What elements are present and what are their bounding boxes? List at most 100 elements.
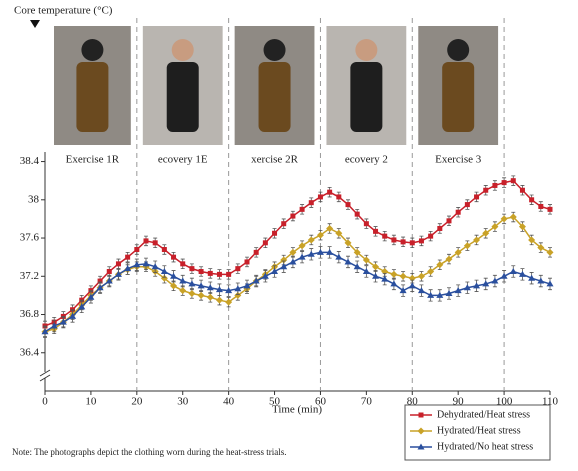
legend-label: Hydrated/Heat stress: [437, 425, 521, 436]
series-line: [44, 179, 551, 327]
point: [436, 291, 444, 298]
point: [87, 293, 95, 300]
point: [143, 238, 149, 244]
point: [252, 277, 260, 284]
point: [509, 268, 517, 274]
point: [382, 233, 388, 239]
point: [197, 282, 205, 289]
y-tick-label: 36.8: [20, 308, 40, 320]
phase-label: Exercise 1R: [66, 154, 120, 166]
point: [105, 277, 113, 284]
x-tick-label: 110: [542, 396, 559, 408]
point: [290, 213, 296, 219]
point: [390, 270, 398, 278]
point: [180, 261, 186, 267]
point: [391, 237, 397, 243]
point: [482, 229, 490, 237]
point: [445, 255, 453, 263]
point: [446, 218, 452, 224]
point: [335, 229, 343, 237]
x-axis-label: Time (min): [272, 404, 322, 416]
point: [491, 223, 499, 231]
point: [69, 312, 77, 319]
point: [280, 256, 288, 264]
point: [546, 248, 554, 256]
x-tick-label: 60: [315, 396, 327, 408]
legend-marker: [417, 427, 425, 435]
point: [455, 209, 461, 215]
photo-head: [263, 39, 286, 61]
legend-label: Hydrated/No heat stress: [437, 441, 533, 452]
point: [272, 230, 278, 236]
point: [547, 206, 553, 212]
photos: [54, 26, 499, 145]
point: [115, 261, 121, 267]
point: [161, 247, 167, 253]
point: [307, 236, 315, 244]
point: [125, 254, 131, 260]
point: [317, 194, 323, 200]
point: [271, 268, 279, 274]
x-tick-label: 30: [177, 396, 189, 408]
x-tick-label: 40: [223, 396, 235, 408]
photo-head: [355, 39, 378, 61]
point: [372, 272, 380, 279]
point: [491, 277, 499, 284]
x-tick-label: 100: [496, 396, 513, 408]
y-axis-label: Core temperature (°C): [14, 5, 113, 17]
x-tick-label: 10: [85, 396, 97, 408]
point: [78, 303, 86, 310]
photo-head: [171, 39, 194, 61]
point: [234, 285, 242, 292]
phase-label: ecovery 2: [345, 154, 388, 166]
point: [207, 270, 213, 276]
point: [454, 248, 462, 256]
point: [142, 260, 150, 267]
point: [280, 263, 288, 270]
point: [399, 272, 407, 280]
point: [188, 280, 196, 287]
point: [226, 271, 232, 277]
point: [289, 258, 297, 265]
point: [501, 180, 507, 186]
point: [344, 258, 352, 265]
point: [437, 225, 443, 231]
point: [308, 200, 314, 206]
legend-label: Dehydrated/Heat stress: [437, 409, 530, 420]
point: [373, 228, 379, 234]
axis-break: [39, 374, 51, 382]
y-tick-label: 38: [28, 193, 40, 205]
point: [289, 248, 297, 256]
x-tick-label: 20: [131, 396, 143, 408]
point: [418, 238, 424, 244]
point: [225, 298, 233, 306]
point: [519, 187, 525, 193]
point: [354, 211, 360, 217]
point: [474, 194, 480, 200]
point: [500, 215, 508, 223]
photo-figure: [76, 62, 109, 132]
point: [528, 236, 536, 244]
point: [133, 261, 141, 268]
note: Note: The photographs depict the clothin…: [12, 447, 287, 457]
point: [106, 269, 112, 274]
legend-marker: [418, 412, 424, 418]
point: [179, 287, 187, 295]
point: [399, 287, 407, 294]
point: [417, 287, 425, 294]
phase-label: ecovery 1E: [158, 154, 208, 166]
point: [400, 239, 406, 245]
point: [537, 277, 545, 284]
point: [281, 221, 287, 227]
point: [197, 291, 205, 299]
point: [261, 272, 269, 279]
point: [528, 274, 536, 281]
point: [307, 250, 315, 257]
point: [316, 248, 324, 255]
point: [188, 289, 196, 297]
point: [215, 296, 223, 304]
point: [546, 280, 554, 287]
point: [171, 254, 177, 260]
point: [417, 272, 425, 280]
point: [335, 253, 343, 260]
